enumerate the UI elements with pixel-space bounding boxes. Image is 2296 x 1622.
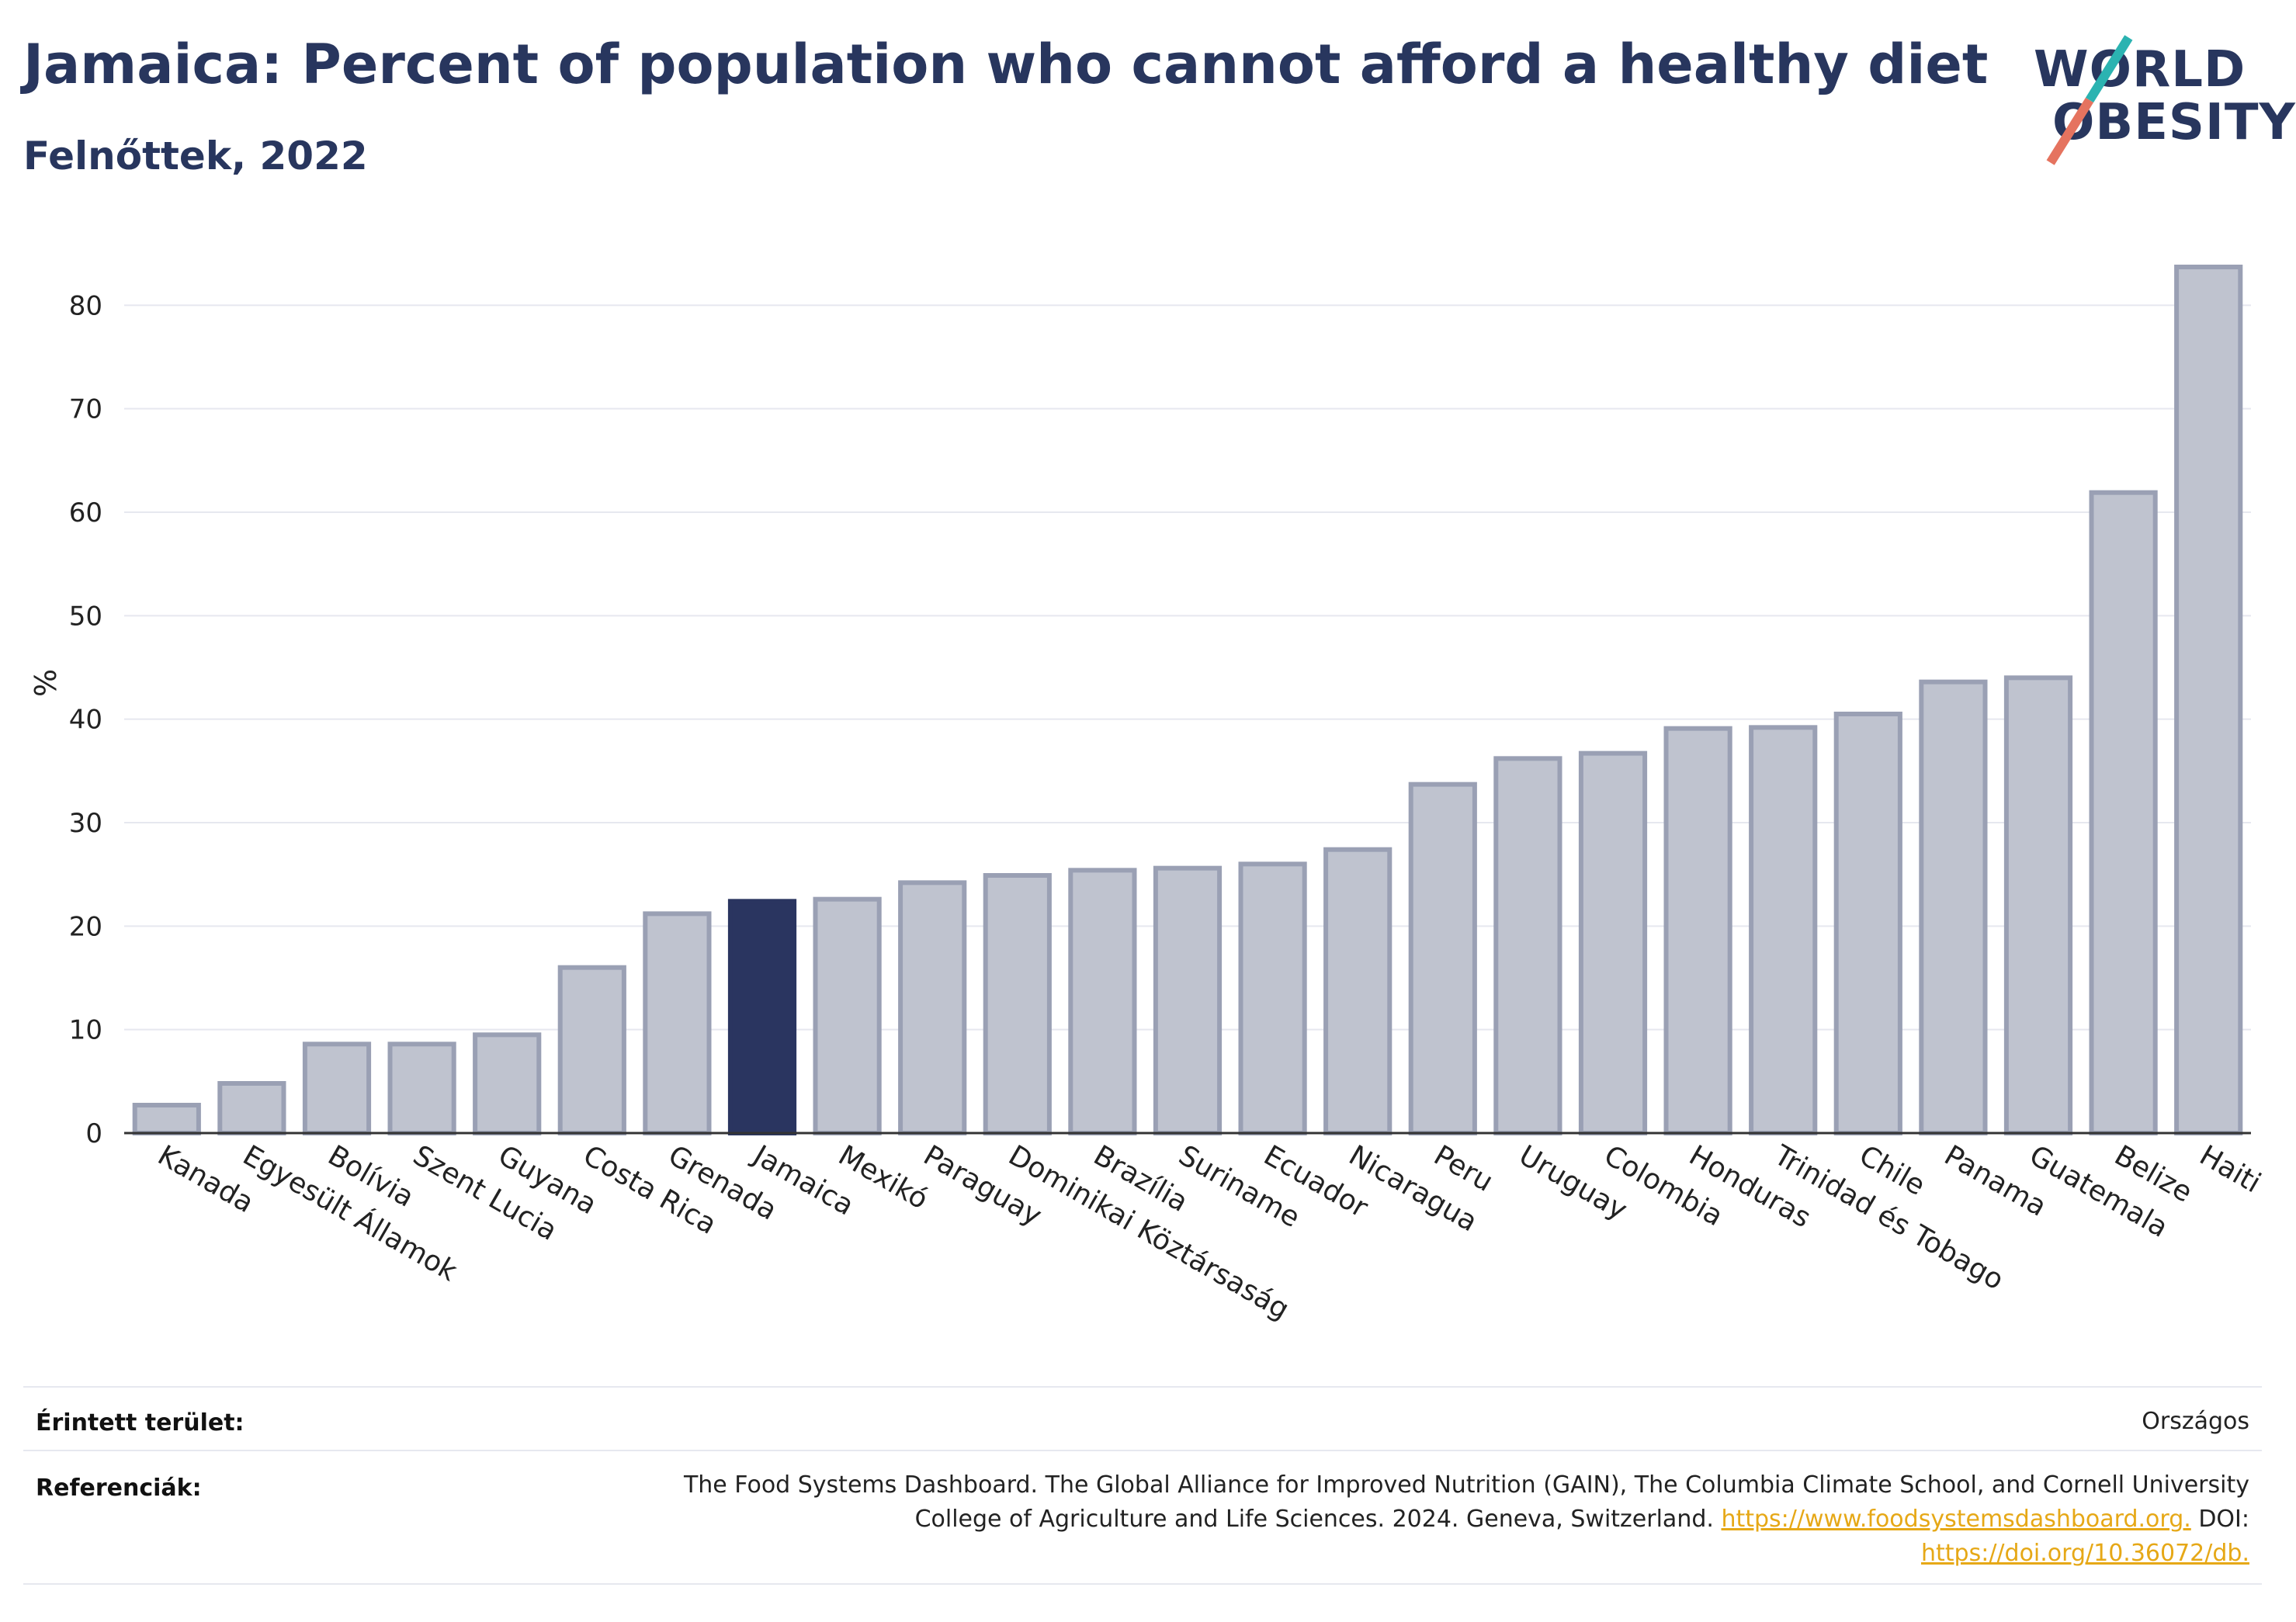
bar	[1663, 726, 1732, 1135]
y-tick-label: 60	[69, 497, 102, 529]
doi-label: DOI:	[2198, 1506, 2249, 1533]
references-value: The Food Systems Dashboard. The Global A…	[387, 1468, 2249, 1571]
page-title: Jamaica: Percent of population who canno…	[23, 33, 1989, 96]
y-tick-label: 30	[69, 808, 102, 839]
food-systems-link[interactable]: https://www.foodsystemsdashboard.org.	[1721, 1506, 2191, 1533]
reference-line-3: https://doi.org/10.36072/db.	[387, 1537, 2249, 1571]
y-tick-label: 10	[69, 1015, 102, 1046]
references-label: Referenciák:	[36, 1475, 202, 1502]
bar	[898, 880, 967, 1136]
reference-text-2: College of Agriculture and Life Sciences…	[914, 1506, 1714, 1533]
bar	[1153, 865, 1223, 1135]
x-tick-label: Haiti	[2194, 1139, 2267, 1199]
y-tick-label: 50	[69, 601, 102, 632]
bar	[132, 1103, 201, 1135]
doi-link[interactable]: https://doi.org/10.36072/db.	[1921, 1540, 2249, 1567]
y-tick-label: 0	[85, 1118, 102, 1149]
metadata-table: Érintett terület: Országos Referenciák: …	[23, 1386, 2262, 1588]
bar	[1238, 861, 1307, 1136]
y-tick-label: 20	[69, 911, 102, 942]
bar	[302, 1041, 372, 1136]
bar	[1323, 847, 1393, 1135]
bar	[1749, 725, 1818, 1135]
bar	[1919, 679, 1988, 1135]
bar	[643, 911, 712, 1136]
bar	[813, 896, 882, 1135]
logo-line-1: WORLD	[2034, 41, 2246, 99]
bar	[217, 1081, 286, 1135]
bar	[983, 873, 1052, 1135]
area-row: Érintett terület: Országos	[23, 1386, 2262, 1451]
bar-highlight	[727, 899, 797, 1136]
world-obesity-logo: WORLD OBESITY	[2018, 31, 2295, 165]
x-tick-label: Kanada	[152, 1139, 258, 1219]
bar	[1833, 712, 1902, 1135]
y-tick-label: 40	[69, 705, 102, 736]
y-tick-label: 80	[69, 290, 102, 321]
bar	[387, 1041, 456, 1136]
bar	[2089, 490, 2158, 1135]
page-subtitle: Felnőttek, 2022	[23, 133, 368, 178]
logo-line-2: OBESITY	[2052, 94, 2296, 151]
area-value: Országos	[2142, 1408, 2249, 1435]
bar	[1068, 868, 1137, 1136]
bar	[1408, 782, 1477, 1136]
area-label: Érintett terület:	[36, 1409, 245, 1437]
reference-line-1: The Food Systems Dashboard. The Global A…	[683, 1471, 2249, 1499]
y-tick-label: 70	[69, 394, 102, 425]
bar	[473, 1032, 542, 1136]
bar	[2174, 265, 2243, 1135]
bar	[1493, 756, 1562, 1135]
y-axis-label: %	[29, 669, 63, 697]
bar	[557, 965, 626, 1135]
reference-line-2: College of Agriculture and Life Sciences…	[387, 1502, 2249, 1537]
bar	[2003, 675, 2073, 1135]
bar	[1578, 750, 1648, 1136]
references-row: Referenciák: The Food Systems Dashboard.…	[23, 1450, 2262, 1585]
